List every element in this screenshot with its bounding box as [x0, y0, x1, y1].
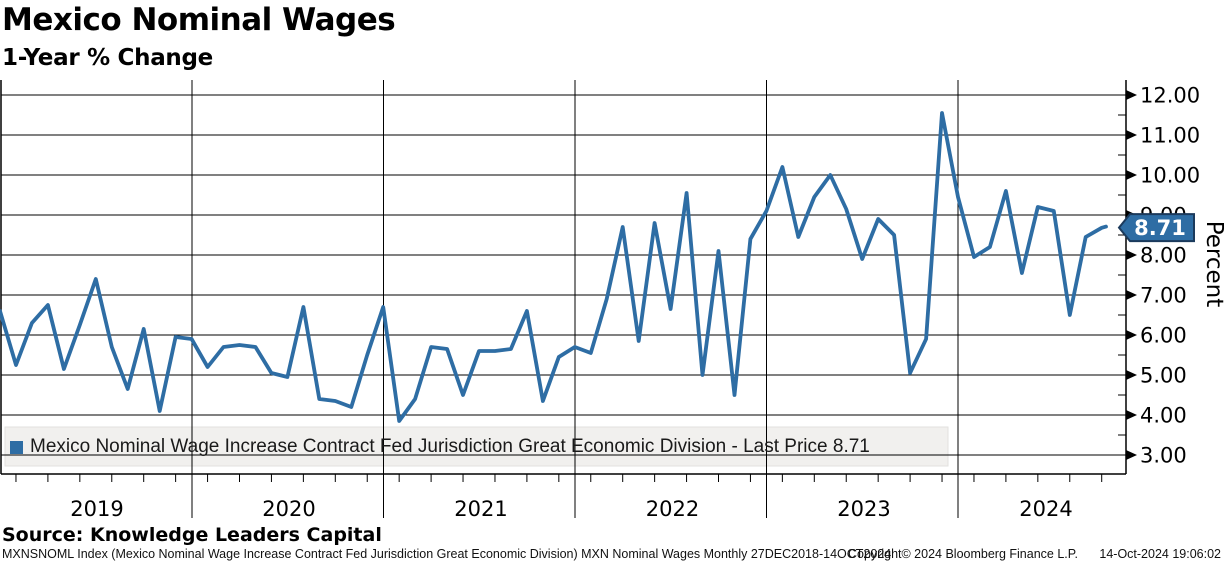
x-year-label: 2023 [837, 497, 890, 521]
y-tick-arrow-icon [1126, 290, 1137, 300]
y-tick-label: 7.00 [1140, 284, 1187, 308]
source-line: Source: Knowledge Leaders Capital [2, 524, 382, 546]
y-tick-arrow-icon [1126, 170, 1137, 180]
y-tick-label: 11.00 [1140, 124, 1200, 148]
y-tick-arrow-icon [1126, 370, 1137, 380]
footer-copyright: Copyright© 2024 Bloomberg Finance L.P. [848, 547, 1078, 561]
x-year-label: 2022 [646, 497, 699, 521]
y-tick-label: 5.00 [1140, 364, 1187, 388]
y-axis-title: Percent [1201, 221, 1224, 308]
legend-label: Mexico Nominal Wage Increase Contract Fe… [30, 436, 870, 457]
x-year-label: 2021 [454, 497, 507, 521]
last-price-badge-value: 8.71 [1134, 216, 1186, 240]
page-title: Mexico Nominal Wages [2, 2, 396, 38]
x-year-label: 2020 [262, 497, 315, 521]
legend: Mexico Nominal Wage Increase Contract Fe… [10, 436, 870, 458]
y-tick-arrow-icon [1126, 450, 1137, 460]
y-tick-label: 10.00 [1140, 164, 1200, 188]
y-tick-label: 6.00 [1140, 324, 1187, 348]
footer-security-description: MXNSNOML Index (Mexico Nominal Wage Incr… [2, 547, 892, 561]
y-tick-arrow-icon [1126, 250, 1137, 260]
y-tick-arrow-icon [1126, 330, 1137, 340]
page-subtitle: 1-Year % Change [2, 45, 213, 71]
y-tick-arrow-icon [1126, 90, 1137, 100]
y-tick-label: 3.00 [1140, 444, 1187, 468]
last-price-badge [1117, 213, 1195, 243]
legend-background [4, 426, 949, 467]
y-tick-arrow-icon [1126, 130, 1137, 140]
y-tick-label: 4.00 [1140, 404, 1187, 428]
wage-line [0, 111, 1108, 423]
x-year-label: 2024 [1019, 497, 1072, 521]
y-tick-arrow-icon [1126, 410, 1137, 420]
x-year-label: 2019 [70, 497, 123, 521]
footer-timestamp: 14-Oct-2024 19:06:02 [1099, 547, 1221, 561]
y-tick-label: 8.00 [1140, 244, 1187, 268]
legend-square-icon [10, 440, 23, 454]
y-tick-label: 12.00 [1140, 84, 1200, 108]
